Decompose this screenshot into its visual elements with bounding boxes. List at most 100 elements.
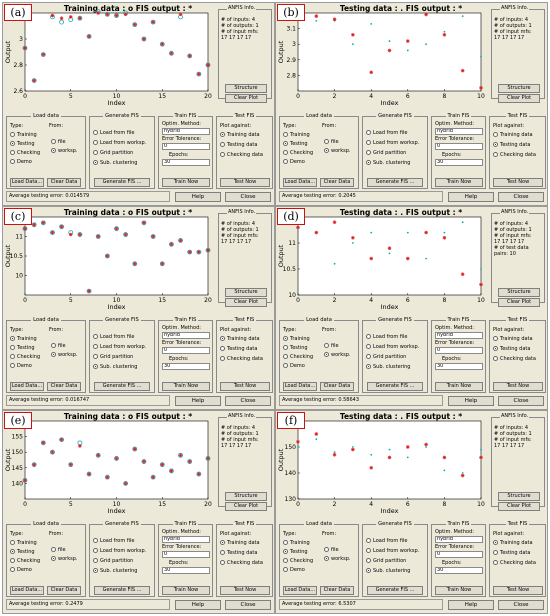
type-radio-checking[interactable] (283, 354, 288, 359)
test-now-button[interactable]: Test Now (220, 178, 270, 187)
plot-against-radio[interactable] (493, 346, 498, 351)
help-button[interactable]: Help (448, 600, 494, 610)
from-radio-worksp[interactable] (51, 556, 56, 561)
generate-radio[interactable] (93, 344, 98, 349)
generate-fis-button[interactable]: Generate FIS ... (94, 586, 150, 595)
help-button[interactable]: Help (448, 396, 494, 406)
type-radio-testing[interactable] (283, 345, 288, 350)
type-radio-checking[interactable] (10, 150, 15, 155)
generate-fis-button[interactable]: Generate FIS ... (367, 586, 423, 595)
plot-against-radio[interactable] (220, 152, 225, 157)
load-data-button[interactable]: Load Data... (10, 586, 44, 595)
type-radio-demo[interactable] (10, 159, 15, 164)
optim-method-select[interactable]: hybrid (435, 536, 483, 543)
generate-radio[interactable] (366, 568, 371, 573)
optim-method-select[interactable]: hybrid (162, 536, 210, 543)
optim-method-select[interactable]: hybrid (435, 128, 483, 135)
generate-radio[interactable] (366, 140, 371, 145)
type-radio-testing[interactable] (10, 345, 15, 350)
plot-against-radio[interactable] (220, 550, 225, 555)
error-tolerance-input[interactable]: 0 (162, 551, 210, 558)
test-now-button[interactable]: Test Now (493, 382, 543, 391)
generate-radio[interactable] (93, 140, 98, 145)
optim-method-select[interactable]: hybrid (435, 332, 483, 339)
generate-radio[interactable] (93, 354, 98, 359)
close-button[interactable]: Close (225, 192, 271, 202)
clear-data-button[interactable]: Clear Data (320, 586, 354, 595)
type-radio-checking[interactable] (283, 558, 288, 563)
plot-against-radio[interactable] (493, 356, 498, 361)
epochs-input[interactable]: 30 (162, 363, 210, 370)
from-radio-worksp[interactable] (51, 148, 56, 153)
generate-radio[interactable] (366, 364, 371, 369)
generate-radio[interactable] (93, 568, 98, 573)
generate-radio[interactable] (366, 150, 371, 155)
plot-against-radio[interactable] (220, 356, 225, 361)
train-now-button[interactable]: Train Now (162, 178, 210, 187)
plot-against-radio[interactable] (493, 142, 498, 147)
epochs-input[interactable]: 30 (162, 567, 210, 574)
load-data-button[interactable]: Load Data... (283, 382, 317, 391)
generate-radio[interactable] (93, 548, 98, 553)
test-now-button[interactable]: Test Now (493, 178, 543, 187)
type-radio-testing[interactable] (283, 549, 288, 554)
type-radio-demo[interactable] (283, 363, 288, 368)
plot-against-radio[interactable] (220, 560, 225, 565)
plot-against-radio[interactable] (493, 550, 498, 555)
close-button[interactable]: Close (498, 192, 544, 202)
epochs-input[interactable]: 30 (162, 159, 210, 166)
clear-data-button[interactable]: Clear Data (47, 178, 81, 187)
generate-radio[interactable] (93, 334, 98, 339)
plot-against-radio[interactable] (220, 132, 225, 137)
load-data-button[interactable]: Load Data... (10, 382, 44, 391)
plot-against-radio[interactable] (493, 152, 498, 157)
structure-button[interactable]: Structure (498, 84, 540, 93)
from-radio-worksp[interactable] (324, 556, 329, 561)
type-radio-checking[interactable] (10, 354, 15, 359)
type-radio-testing[interactable] (10, 141, 15, 146)
type-radio-demo[interactable] (283, 567, 288, 572)
test-now-button[interactable]: Test Now (493, 586, 543, 595)
epochs-input[interactable]: 30 (435, 567, 483, 574)
help-button[interactable]: Help (448, 192, 494, 202)
clear-data-button[interactable]: Clear Data (320, 178, 354, 187)
from-radio-worksp[interactable] (51, 352, 56, 357)
plot-against-radio[interactable] (220, 540, 225, 545)
load-data-button[interactable]: Load Data... (283, 586, 317, 595)
clear-plot-button[interactable]: Clear Plot (225, 502, 267, 511)
generate-fis-button[interactable]: Generate FIS ... (94, 178, 150, 187)
epochs-input[interactable]: 30 (435, 159, 483, 166)
test-now-button[interactable]: Test Now (220, 382, 270, 391)
error-tolerance-input[interactable]: 0 (435, 143, 483, 150)
help-button[interactable]: Help (175, 396, 221, 406)
structure-button[interactable]: Structure (498, 492, 540, 501)
from-radio-file[interactable] (324, 139, 329, 144)
generate-radio[interactable] (93, 160, 98, 165)
type-radio-demo[interactable] (10, 567, 15, 572)
structure-button[interactable]: Structure (225, 492, 267, 501)
structure-button[interactable]: Structure (225, 288, 267, 297)
error-tolerance-input[interactable]: 0 (435, 551, 483, 558)
plot-against-radio[interactable] (493, 560, 498, 565)
generate-radio[interactable] (366, 344, 371, 349)
plot-against-radio[interactable] (220, 336, 225, 341)
clear-data-button[interactable]: Clear Data (47, 586, 81, 595)
from-radio-file[interactable] (324, 547, 329, 552)
type-radio-demo[interactable] (283, 159, 288, 164)
help-button[interactable]: Help (175, 192, 221, 202)
close-button[interactable]: Close (498, 600, 544, 610)
type-radio-testing[interactable] (283, 141, 288, 146)
generate-radio[interactable] (366, 558, 371, 563)
error-tolerance-input[interactable]: 0 (162, 143, 210, 150)
plot-against-radio[interactable] (220, 346, 225, 351)
test-now-button[interactable]: Test Now (220, 586, 270, 595)
generate-fis-button[interactable]: Generate FIS ... (94, 382, 150, 391)
optim-method-select[interactable]: hybrid (162, 332, 210, 339)
train-now-button[interactable]: Train Now (435, 586, 483, 595)
clear-plot-button[interactable]: Clear Plot (498, 502, 540, 511)
from-radio-file[interactable] (51, 547, 56, 552)
generate-radio[interactable] (93, 130, 98, 135)
type-radio-training[interactable] (10, 540, 15, 545)
clear-plot-button[interactable]: Clear Plot (498, 94, 540, 103)
clear-plot-button[interactable]: Clear Plot (225, 298, 267, 307)
